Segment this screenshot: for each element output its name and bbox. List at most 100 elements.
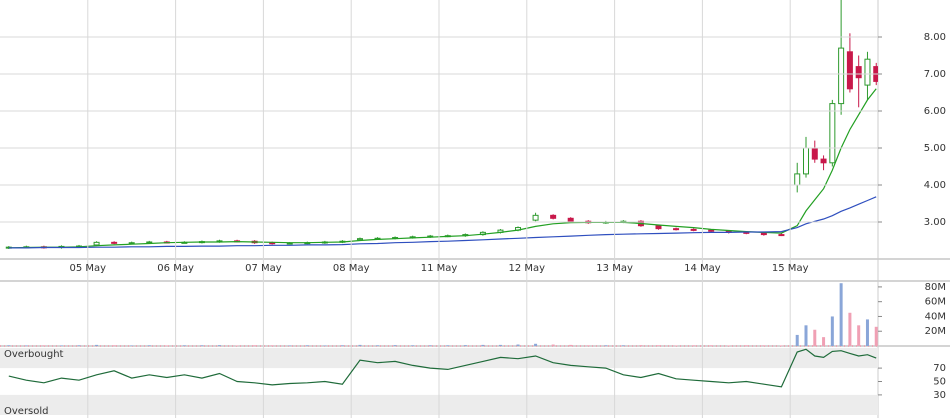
x-tick-label: 14 May bbox=[684, 263, 721, 274]
volume-bar bbox=[874, 326, 878, 346]
y-tick-label: 5.00 bbox=[924, 143, 946, 154]
volume-bar bbox=[130, 345, 134, 346]
x-tick-label: 05 May bbox=[70, 263, 107, 274]
volume-bar bbox=[165, 345, 169, 346]
y-tick-label: 8.00 bbox=[924, 32, 946, 43]
x-tick-label: 08 May bbox=[333, 263, 370, 274]
volume-bar bbox=[621, 345, 625, 346]
volume-bar bbox=[516, 344, 520, 346]
volume-bar bbox=[393, 345, 397, 346]
volume-bar bbox=[804, 325, 808, 346]
candle-body bbox=[794, 173, 801, 186]
candle-body bbox=[567, 217, 574, 222]
moving-average bbox=[8, 196, 877, 249]
volume-bar bbox=[822, 337, 826, 346]
volume-bar bbox=[340, 345, 344, 346]
volume-bar bbox=[839, 283, 843, 346]
volume-bar bbox=[112, 345, 116, 346]
x-tick-label: 06 May bbox=[157, 263, 194, 274]
candle-body bbox=[655, 225, 662, 230]
oscillator-tick-label: 70 bbox=[933, 363, 946, 374]
volume-bar bbox=[376, 345, 380, 346]
volume-tick-label: 40M bbox=[925, 311, 946, 322]
y-tick-label: 4.00 bbox=[924, 180, 946, 191]
volume-bar bbox=[795, 334, 799, 346]
volume-bar bbox=[200, 345, 204, 346]
x-tick-label: 07 May bbox=[245, 263, 282, 274]
volume-bar bbox=[305, 345, 309, 346]
volume-bar bbox=[270, 345, 274, 346]
candle-body bbox=[829, 103, 836, 164]
volume-bar bbox=[42, 345, 46, 346]
candle-body bbox=[864, 58, 871, 86]
volume-tick-label: 80M bbox=[925, 282, 946, 293]
zone-label: Oversold bbox=[4, 406, 49, 417]
oscillator-tick-label: 50 bbox=[933, 377, 946, 388]
volume-bar bbox=[534, 343, 538, 346]
volume-bar bbox=[674, 345, 678, 346]
volume-bar bbox=[586, 345, 590, 346]
volume-bar bbox=[235, 345, 239, 346]
volume-bar bbox=[147, 345, 151, 346]
candle-body bbox=[855, 66, 862, 79]
y-tick-label: 6.00 bbox=[924, 106, 946, 117]
candle-body bbox=[778, 234, 785, 237]
oscillator-tick-label: 30 bbox=[933, 390, 946, 401]
zone-label: Overbought bbox=[4, 349, 64, 360]
oscillator-line bbox=[8, 348, 877, 388]
y-tick-label: 7.00 bbox=[924, 69, 946, 80]
volume-bar bbox=[481, 344, 485, 346]
volume-bar bbox=[358, 344, 362, 346]
candle-body bbox=[846, 51, 853, 90]
volume-bar bbox=[639, 345, 643, 346]
volume-bar bbox=[857, 325, 861, 346]
y-tick-label: 3.00 bbox=[924, 217, 946, 228]
volume-tick-label: 60M bbox=[925, 297, 946, 308]
volume-bar bbox=[288, 345, 292, 346]
volume-bar bbox=[59, 345, 63, 346]
volume-bar bbox=[323, 345, 327, 346]
candle-body bbox=[532, 214, 539, 221]
volume-bar bbox=[657, 345, 660, 346]
volume-bar bbox=[551, 344, 555, 346]
volume-bar bbox=[77, 345, 81, 346]
candle-body bbox=[803, 147, 810, 175]
candle-body bbox=[690, 228, 697, 231]
candle-body bbox=[550, 214, 557, 219]
candle-body bbox=[673, 228, 680, 231]
volume-bar bbox=[498, 344, 502, 346]
volume-bar bbox=[446, 345, 450, 346]
volume-bar bbox=[762, 345, 766, 346]
volume-bar bbox=[865, 319, 869, 346]
candle-body bbox=[811, 147, 818, 160]
candle-body bbox=[820, 158, 827, 164]
x-tick-label: 15 May bbox=[772, 263, 809, 274]
volume-bar bbox=[813, 329, 817, 346]
x-tick-label: 11 May bbox=[421, 263, 458, 274]
volume-bar bbox=[709, 345, 713, 346]
x-tick-label: 12 May bbox=[509, 263, 546, 274]
volume-bar bbox=[463, 345, 467, 346]
volume-bar bbox=[848, 312, 852, 346]
x-tick-label: 13 May bbox=[596, 263, 633, 274]
candle-body bbox=[356, 238, 363, 241]
volume-bar bbox=[7, 345, 11, 346]
volume-bar bbox=[24, 345, 28, 346]
volume-bar bbox=[830, 316, 834, 346]
volume-bar bbox=[744, 345, 748, 346]
volume-bar bbox=[253, 345, 257, 346]
candle-body bbox=[760, 232, 767, 236]
volume-bar bbox=[182, 345, 186, 346]
candle-body bbox=[708, 229, 715, 232]
volume-bar bbox=[727, 345, 731, 346]
volume-bar bbox=[95, 344, 99, 346]
volume-bar bbox=[569, 344, 573, 346]
moving-average bbox=[8, 88, 877, 249]
candle-body bbox=[93, 241, 100, 246]
volume-tick-label: 20M bbox=[925, 326, 946, 337]
candle-body bbox=[111, 241, 118, 244]
volume-bar bbox=[604, 345, 608, 346]
volume-bar bbox=[779, 345, 783, 346]
volume-bar bbox=[428, 345, 432, 346]
